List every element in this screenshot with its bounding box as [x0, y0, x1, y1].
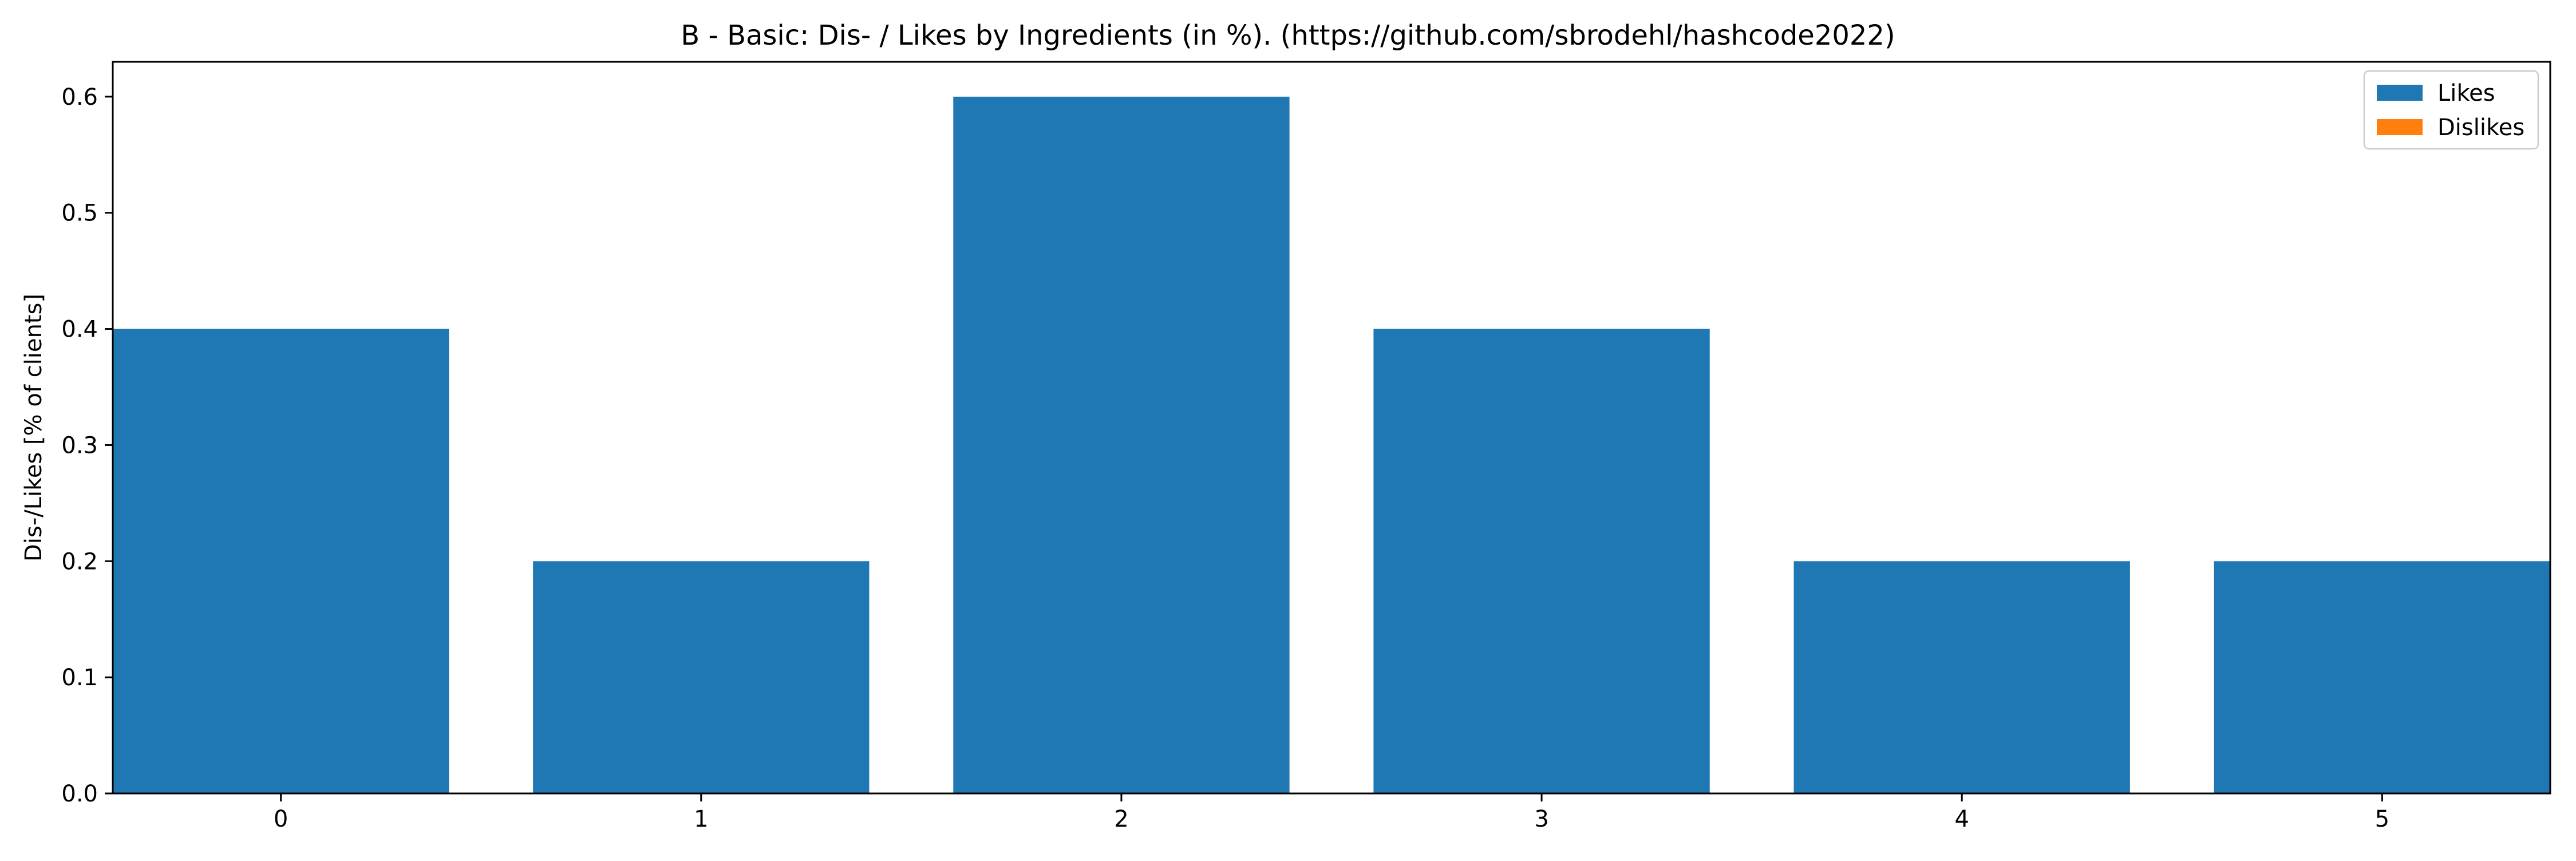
x-tick-label: 0: [274, 806, 288, 832]
y-tick-label: 0.1: [61, 665, 98, 691]
bars-layer: [113, 96, 2550, 793]
y-tick-label: 0.5: [61, 200, 98, 227]
plot-frame: [112, 61, 2551, 795]
legend: Likes Dislikes: [2363, 70, 2539, 150]
x-tick-label: 2: [1114, 806, 1128, 832]
y-tick-label: 0.6: [61, 84, 98, 110]
x-tick-label: 3: [1534, 806, 1548, 832]
legend-label-likes: Likes: [2437, 80, 2495, 106]
y-tick-label: 0.4: [61, 317, 98, 343]
y-tick-label: 0.0: [61, 781, 98, 807]
x-tick-label: 5: [2375, 806, 2389, 832]
bar-likes-5: [2214, 561, 2550, 793]
y-tick-label: 0.3: [61, 432, 98, 459]
bar-likes-3: [1373, 329, 1710, 793]
x-tick-label: 1: [694, 806, 708, 832]
bar-likes-0: [113, 329, 449, 793]
axes-layer: 0 1 2 3 4 5 0.0 0.1 0.2 0.3 0.4 0.5 0.6: [61, 84, 2389, 832]
bar-likes-1: [533, 561, 870, 793]
y-tick-label: 0.2: [61, 548, 98, 575]
legend-swatch-dislikes: [2377, 119, 2423, 135]
x-tick-label: 4: [1954, 806, 1969, 832]
chart-title: B - Basic: Dis- / Likes by Ingredients (…: [681, 19, 1895, 52]
bar-likes-2: [953, 96, 1290, 793]
bar-likes-4: [1793, 561, 2130, 793]
y-axis-label: Dis-/Likes [% of clients]: [21, 294, 47, 562]
legend-swatch-likes: [2377, 85, 2423, 101]
legend-label-dislikes: Dislikes: [2437, 114, 2524, 141]
